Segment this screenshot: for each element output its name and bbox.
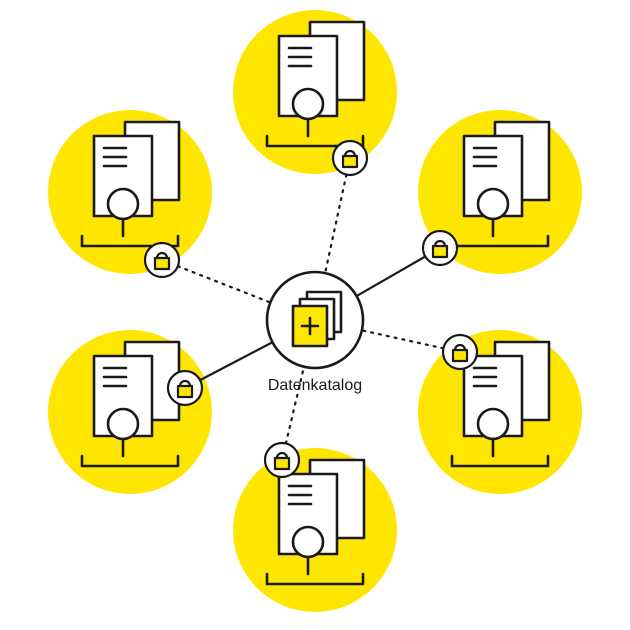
- edge-bottom-right: [362, 330, 444, 348]
- lock-icon-bottom-left: [168, 371, 202, 405]
- lock-icon-top-right: [423, 231, 457, 265]
- edge-bottom-left: [200, 342, 272, 380]
- edge-top-right: [357, 256, 426, 296]
- lock-icon-bottom-right: [443, 335, 477, 369]
- lock-icon-top-left: [145, 243, 179, 277]
- edge-top-left: [178, 266, 270, 302]
- datenkatalog-diagram: .stroke { stroke: #1a1a1a; stroke-width:…: [0, 0, 630, 630]
- lock-icon-top: [333, 141, 367, 175]
- catalog-icon: [293, 292, 341, 346]
- lock-icon-bottom: [265, 443, 299, 477]
- edge-top: [325, 175, 346, 273]
- center-label: Datenkatalog: [268, 377, 362, 394]
